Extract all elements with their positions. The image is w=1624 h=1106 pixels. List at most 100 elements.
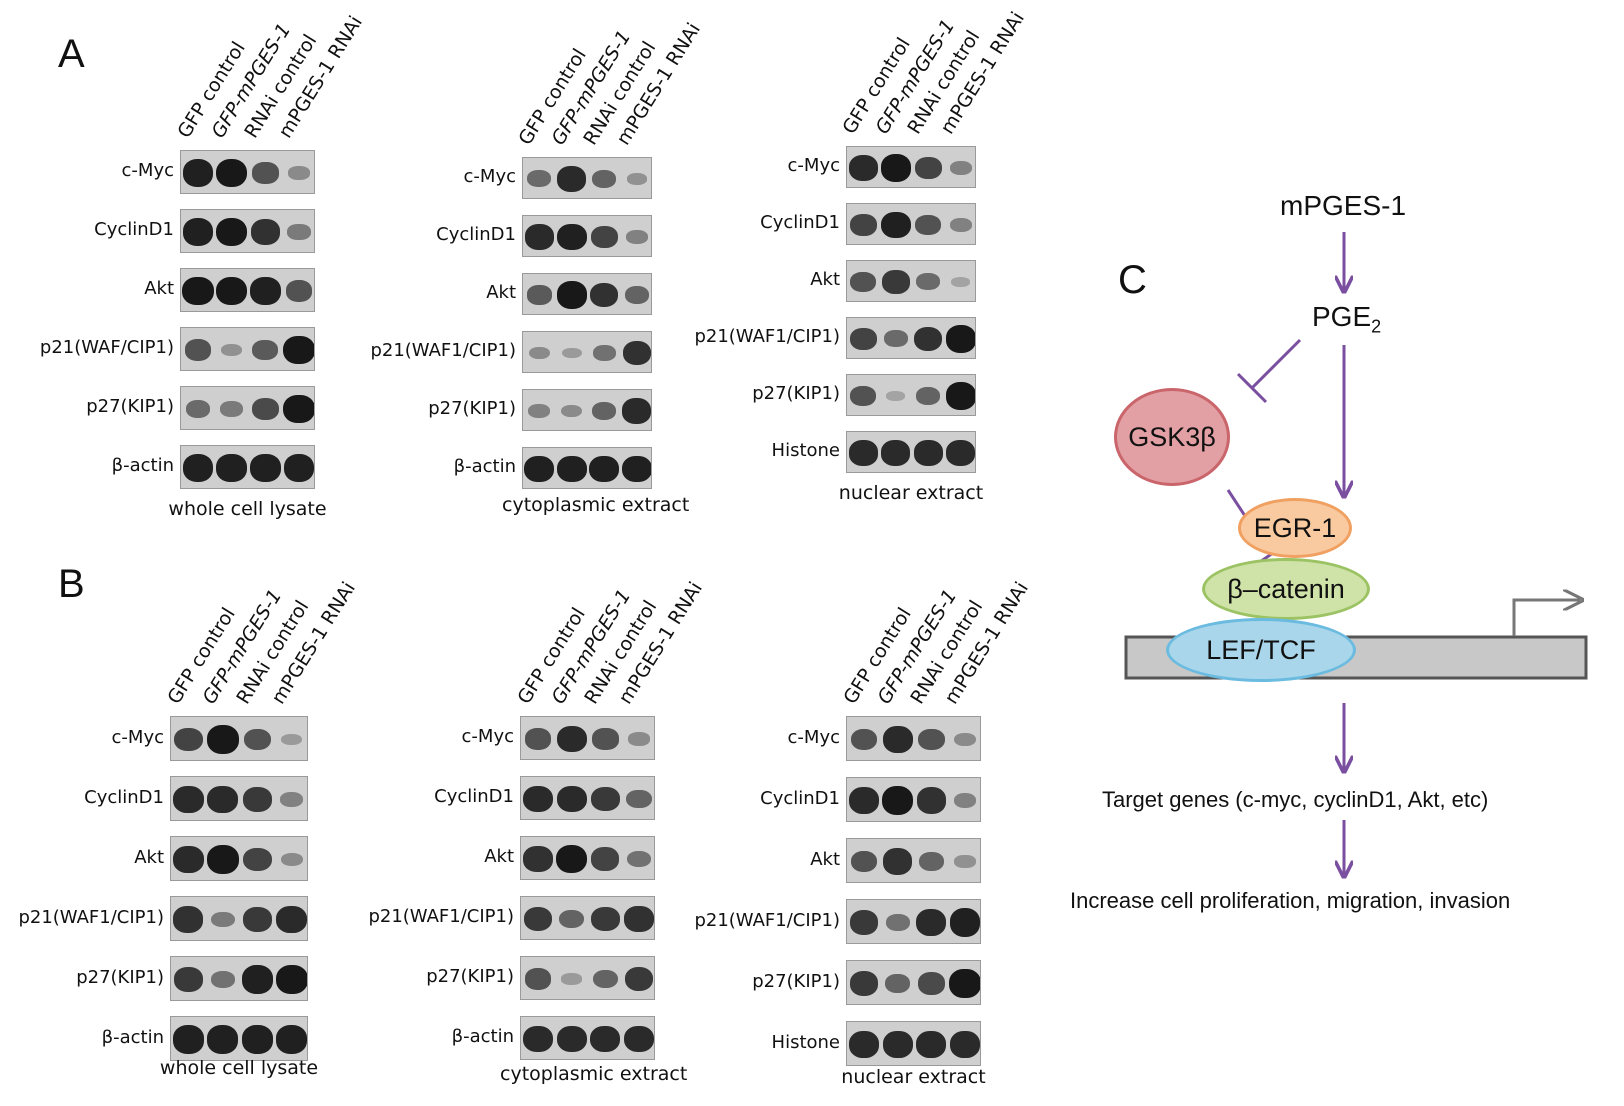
protein-label: CyclinD1 (94, 219, 174, 240)
blot-strip (522, 157, 652, 199)
protein-band (185, 400, 211, 418)
blot-row: Akt (134, 836, 308, 881)
protein-band (591, 906, 620, 932)
blot-row: p21(WAF1/CIP1) (694, 317, 976, 359)
protein-band (916, 908, 947, 937)
protein-band (555, 844, 588, 874)
blot-strip (522, 215, 652, 257)
blot-strip (846, 777, 981, 822)
protein-label: p27(KIP1) (752, 383, 840, 404)
node-mpges1: mPGES-1 (1280, 190, 1407, 221)
blot-row: p21(WAF1/CIP1) (18, 896, 308, 941)
blot-row: p27(KIP1) (428, 389, 652, 431)
protein-band (206, 844, 239, 875)
protein-band (945, 382, 975, 410)
blot-strip (520, 836, 655, 880)
protein-label: p21(WAF1/CIP1) (694, 909, 840, 931)
blot-strip (846, 1021, 981, 1066)
protein-band (206, 724, 239, 755)
protein-band (945, 325, 975, 353)
blot-strip (180, 386, 315, 430)
protein-band (283, 335, 314, 365)
protein-band (848, 786, 879, 815)
protein-label: β-actin (453, 456, 516, 477)
protein-band (275, 964, 307, 995)
protein-band (524, 455, 555, 483)
blot-strip (520, 896, 655, 940)
protein-label: c-Myc (787, 726, 840, 748)
node-pge2: PGE2 (1312, 301, 1381, 338)
blot-row: CyclinD1 (760, 777, 981, 822)
node-leftcf: LEF/TCF (1166, 618, 1356, 682)
protein-band (182, 454, 214, 482)
blot-strip (170, 1016, 308, 1061)
blot-strip (520, 956, 655, 1000)
protein-band (250, 454, 281, 482)
protein-band (849, 213, 877, 237)
protein-band (524, 224, 554, 250)
protein-band (283, 394, 314, 424)
blot-row: p27(KIP1) (86, 386, 315, 430)
panel-label-c: C (1118, 258, 1147, 302)
protein-label: Akt (810, 848, 840, 870)
blot-strip (522, 273, 652, 315)
blot-row: β-actin (102, 1016, 308, 1061)
blot-caption: nuclear extract (838, 482, 984, 504)
lane-headers: GFP control GFP-mPGES-1 RNAi control mPGES-… (515, 12, 705, 149)
protein-band (184, 339, 212, 361)
node-gsk3b: GSK3β (1114, 388, 1230, 486)
blot-strip (180, 327, 315, 371)
blot-strip (846, 260, 976, 302)
blot-row: Histone (772, 431, 976, 473)
protein-label: Akt (144, 278, 174, 299)
protein-band (915, 214, 942, 236)
blot-row: β-actin (454, 447, 652, 489)
protein-band (242, 787, 272, 812)
protein-band (219, 401, 244, 417)
blot-row: Akt (484, 836, 655, 880)
protein-band (621, 455, 651, 483)
protein-band (916, 386, 941, 406)
protein-label: p27(KIP1) (86, 396, 174, 417)
protein-band (556, 455, 587, 483)
protein-band (182, 218, 214, 246)
protein-band (210, 970, 235, 989)
protein-label: c-Myc (463, 166, 516, 187)
protein-label: CyclinD1 (436, 224, 516, 245)
protein-band (280, 852, 303, 867)
protein-band (220, 343, 243, 357)
blot-row: p27(KIP1) (752, 960, 981, 1005)
protein-band (850, 850, 878, 873)
protein-label: p21(WAF1/CIP1) (370, 340, 516, 361)
blot-strip (846, 317, 976, 359)
protein-band (173, 727, 203, 752)
blot-row: CyclinD1 (84, 776, 308, 821)
pathway-diagram: mPGES-1 PGE2 GSK3β EGR-1 β–catenin LEF/T… (1070, 180, 1624, 960)
protein-band (242, 907, 272, 932)
protein-band (561, 347, 582, 359)
protein-band (592, 401, 617, 421)
protein-band (556, 1025, 587, 1053)
protein-band (624, 906, 654, 932)
protein-band (556, 223, 587, 251)
protein-label: p27(KIP1) (76, 966, 164, 988)
protein-label: p21(WAF1/CIP1) (694, 326, 840, 347)
protein-band (881, 785, 914, 816)
protein-band (523, 906, 553, 932)
protein-band (916, 787, 947, 814)
protein-band (916, 273, 941, 291)
protein-band (850, 385, 877, 407)
protein-band (848, 1030, 879, 1059)
blot-caption: cytoplasmic extract (502, 494, 690, 516)
protein-band (524, 728, 552, 750)
protein-band (881, 440, 911, 466)
protein-band (280, 792, 304, 807)
blot-strip (522, 389, 652, 431)
protein-label: c-Myc (787, 155, 840, 176)
protein-band (276, 905, 307, 934)
protein-band (252, 162, 279, 184)
protein-band (954, 855, 976, 868)
blot-row: p21(WAF1/CIP1) (370, 331, 652, 373)
protein-band (916, 1030, 947, 1059)
protein-band (522, 785, 553, 813)
